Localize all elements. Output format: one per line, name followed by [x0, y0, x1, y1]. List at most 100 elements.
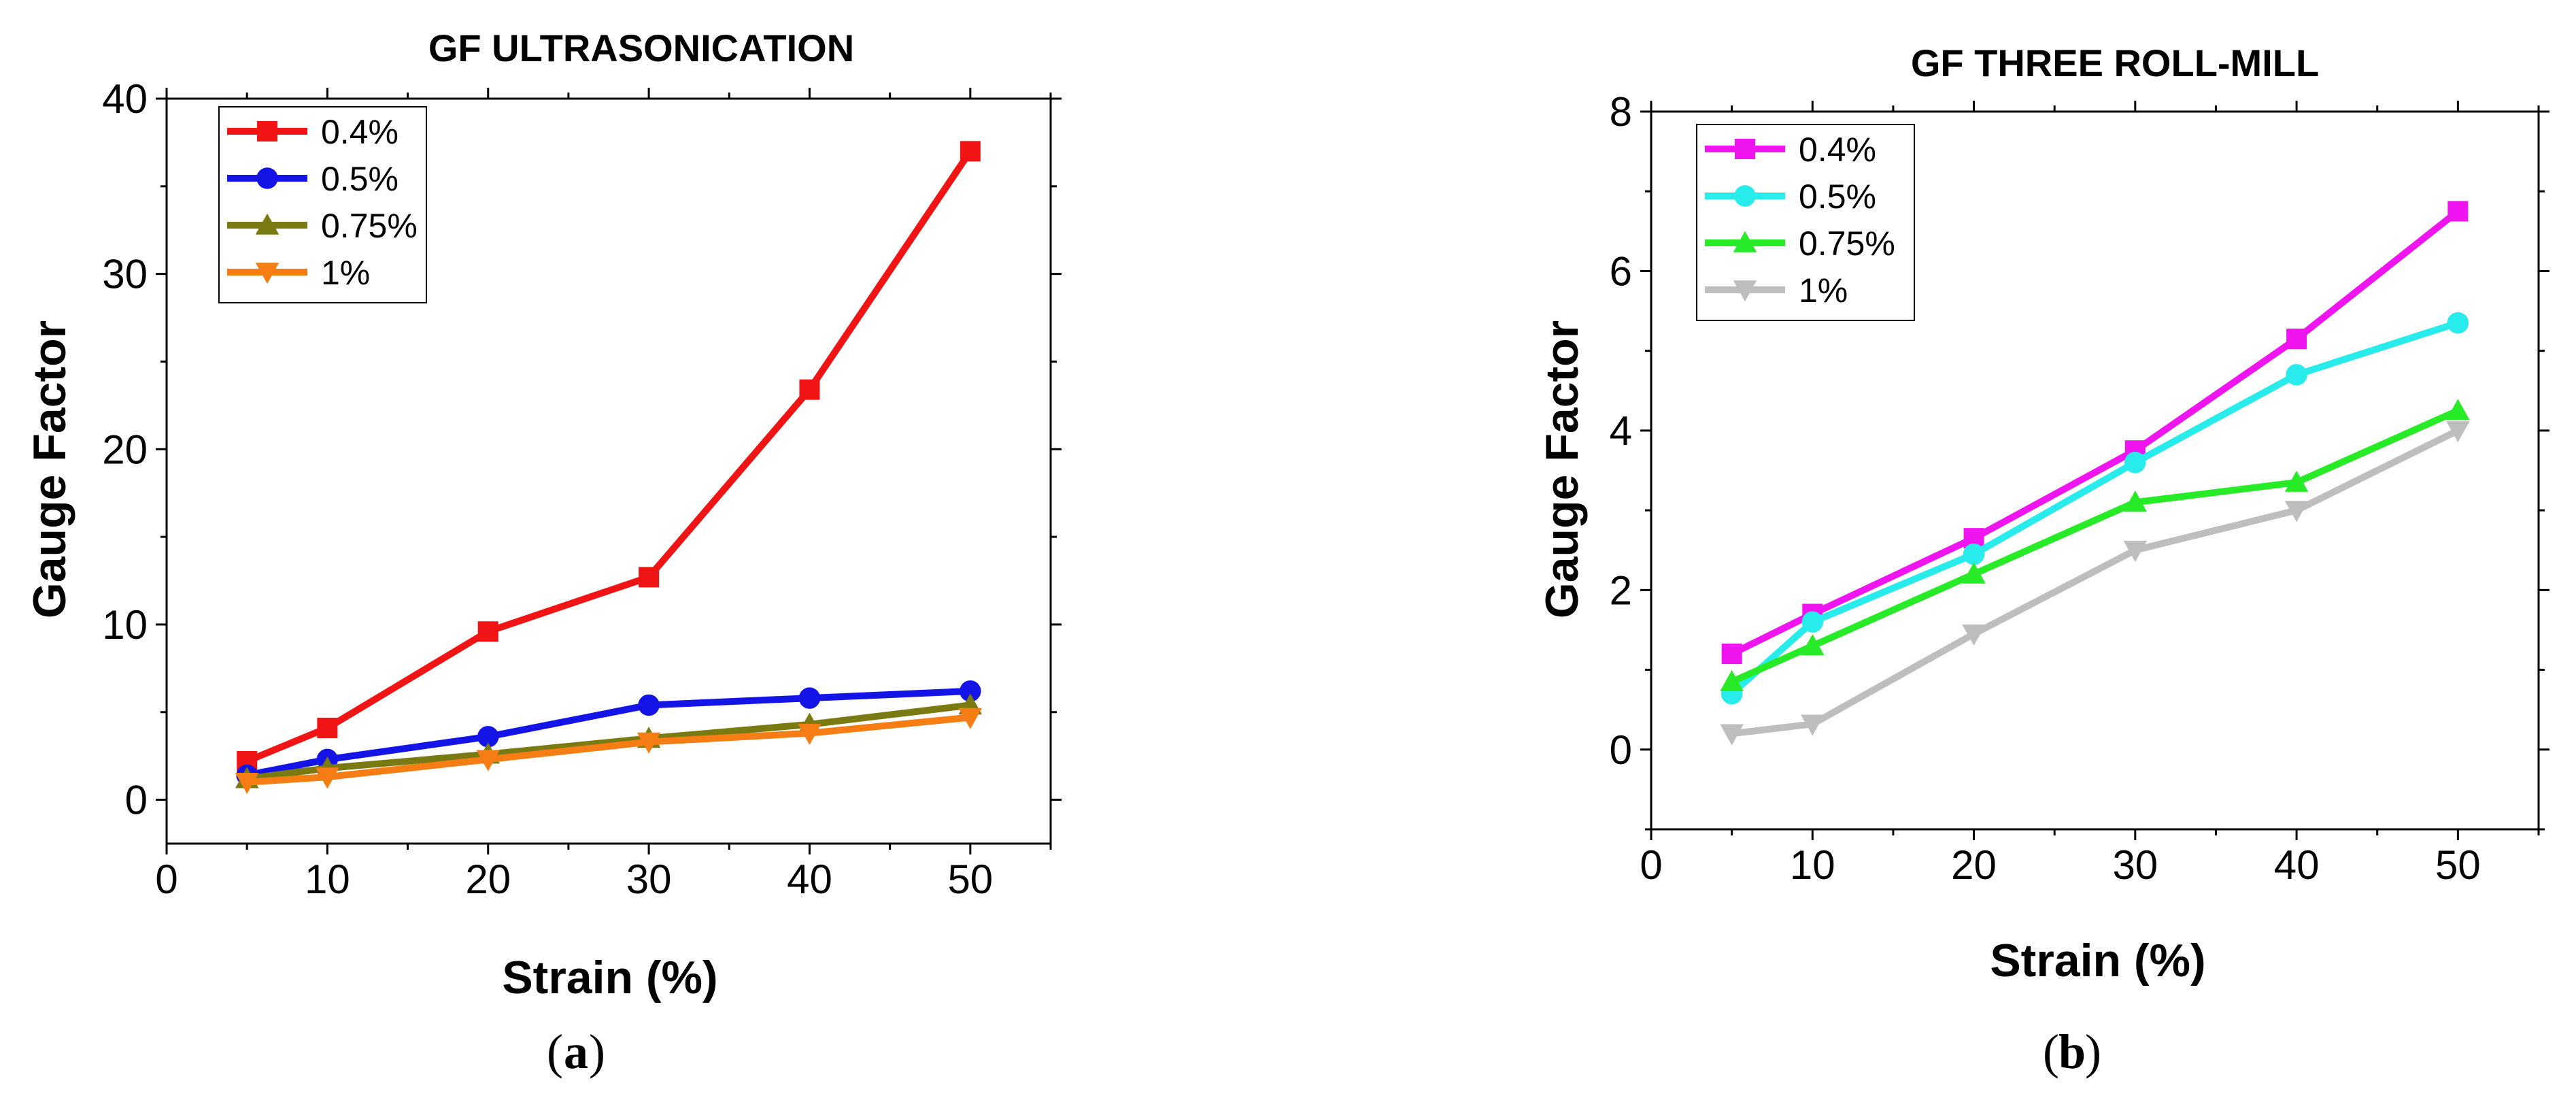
data-point — [235, 773, 259, 795]
data-point — [958, 708, 983, 729]
series-0_5pct — [236, 680, 981, 786]
legend-label: 0.4% — [321, 113, 399, 151]
legend-marker — [256, 167, 278, 189]
data-point — [317, 717, 338, 738]
legend-marker — [1733, 231, 1757, 252]
chart-title: GF THREE ROLL-MILL — [1911, 41, 2319, 84]
data-point — [1721, 644, 1742, 665]
caption-paren-close: ) — [589, 1025, 605, 1079]
y-axis-label: Gauge Factor — [1536, 320, 1588, 618]
caption-paren-close: ) — [2085, 1025, 2101, 1079]
data-point — [2286, 364, 2307, 386]
legend-label: 1% — [321, 254, 370, 292]
x-tick-label: 0 — [1640, 842, 1662, 888]
y-axis-label: Gauge Factor — [24, 320, 75, 618]
series-line — [1729, 319, 2459, 697]
legend-label: 0.75% — [1799, 225, 1895, 263]
data-point — [639, 567, 660, 588]
series-0_4pct — [237, 141, 981, 771]
x-tick-label: 40 — [787, 857, 832, 902]
series-line — [1731, 427, 2460, 737]
data-point — [2123, 540, 2148, 562]
x-tick-label: 10 — [1790, 842, 1835, 888]
legend-label: 1% — [1799, 271, 1848, 310]
data-point — [1963, 543, 1985, 565]
data-point — [1720, 669, 1744, 691]
chart-panel-ultrasonication: GF ULTRASONICATION Gauge Factor Strain (… — [24, 27, 1062, 1079]
plot-frame — [1650, 110, 2540, 831]
legend-marker — [255, 263, 279, 284]
data-point — [1962, 562, 1986, 584]
panel-caption: b — [2058, 1025, 2086, 1079]
series-line — [245, 149, 973, 765]
series-line — [246, 701, 971, 782]
legend-label: 0.75% — [321, 207, 418, 245]
legend: 0.4% 0.5% 0.75% 1% — [1696, 124, 1915, 321]
data-point — [2447, 312, 2469, 334]
data-point — [2284, 470, 2309, 492]
legend-label: 0.5% — [1799, 178, 1876, 216]
data-point — [798, 723, 821, 745]
x-axis-label: Strain (%) — [1990, 935, 2205, 986]
data-point — [1801, 634, 1825, 656]
legend-marker — [255, 213, 279, 235]
x-tick-label: 50 — [2435, 842, 2481, 888]
data-point — [638, 694, 660, 716]
data-point — [637, 732, 661, 754]
x-tick-label: 50 — [947, 857, 993, 902]
legend-marker — [1735, 139, 1755, 159]
legend: 0.4% 0.5% 0.75% 1% — [218, 106, 427, 303]
series-1pct — [235, 708, 983, 795]
data-point — [476, 750, 500, 771]
data-point — [477, 621, 498, 642]
series-line — [1730, 408, 2460, 685]
data-point — [2446, 399, 2470, 420]
data-point — [1801, 714, 1825, 736]
data-point — [2124, 452, 2146, 474]
series-0_5pct — [1721, 312, 2469, 705]
y-tick-label: 2 — [1610, 567, 1632, 613]
data-point — [960, 141, 981, 162]
y-tick-label: 10 — [102, 602, 148, 648]
data-point — [2286, 329, 2307, 350]
y-tick-label: 0 — [125, 778, 148, 823]
data-point — [799, 379, 820, 400]
data-point — [2446, 421, 2470, 443]
x-axis-label: Strain (%) — [502, 952, 717, 1003]
caption-paren-open: ( — [2043, 1025, 2059, 1079]
legend-marker — [1733, 280, 1757, 302]
chart-title: GF ULTRASONICATION — [428, 27, 854, 69]
legend-marker — [1734, 185, 1756, 207]
series-1pct — [1720, 421, 2470, 746]
series-line — [246, 687, 971, 779]
x-tick-label: 30 — [2112, 842, 2158, 888]
caption-paren-open: ( — [547, 1025, 563, 1079]
y-tick-label: 30 — [102, 252, 148, 297]
panel-caption: a — [564, 1025, 588, 1079]
series-0_75pct — [1720, 399, 2470, 691]
data-point — [1801, 611, 1824, 633]
series-line — [1730, 208, 2460, 657]
x-tick-label: 10 — [305, 857, 350, 902]
legend-marker — [257, 121, 277, 142]
y-tick-label: 4 — [1610, 408, 1632, 454]
legend-label: 0.5% — [321, 160, 399, 198]
data-point — [2447, 201, 2469, 222]
plot-frame — [165, 97, 1052, 845]
data-point — [477, 726, 499, 748]
data-point — [960, 680, 981, 702]
x-tick-label: 20 — [465, 857, 511, 902]
data-point — [1962, 625, 1986, 646]
x-tick-label: 30 — [626, 857, 672, 902]
x-tick-label: 40 — [2274, 842, 2320, 888]
data-point — [2284, 501, 2309, 522]
series-line — [246, 714, 971, 786]
data-point — [1720, 724, 1744, 746]
y-tick-label: 6 — [1610, 248, 1632, 294]
y-tick-label: 20 — [102, 427, 148, 472]
data-point — [798, 687, 821, 709]
data-point — [316, 767, 339, 789]
legend-label: 0.4% — [1799, 131, 1876, 169]
x-tick-label: 20 — [1951, 842, 1997, 888]
y-tick-label: 0 — [1610, 727, 1632, 773]
